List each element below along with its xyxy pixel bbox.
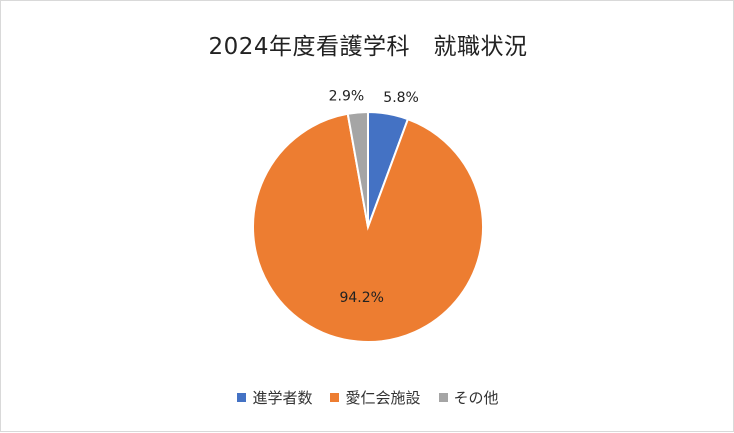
chart-title: 2024年度看護学科 就職状況 <box>208 34 528 60</box>
legend-item-shingaku: 進学者数 <box>237 387 312 408</box>
pie-slice-aijinkai <box>252 112 484 343</box>
legend-item-aijinkai: 愛仁会施設 <box>330 387 421 408</box>
data-label-shingaku: 5.8% <box>383 90 419 106</box>
chart-legend: 進学者数 愛仁会施設 その他 <box>1 387 734 408</box>
data-label-other: 2.9% <box>329 89 365 105</box>
legend-item-other: その他 <box>438 387 499 408</box>
legend-swatch-shingaku <box>237 393 247 402</box>
data-label-aijinkai: 94.2% <box>339 290 383 306</box>
legend-label-other: その他 <box>453 389 499 407</box>
legend-swatch-aijinkai <box>330 393 340 402</box>
legend-label-shingaku: 進学者数 <box>252 389 313 407</box>
legend-swatch-other <box>438 393 448 402</box>
legend-label-aijinkai: 愛仁会施設 <box>345 389 421 407</box>
pie-slice-other <box>346 110 369 228</box>
